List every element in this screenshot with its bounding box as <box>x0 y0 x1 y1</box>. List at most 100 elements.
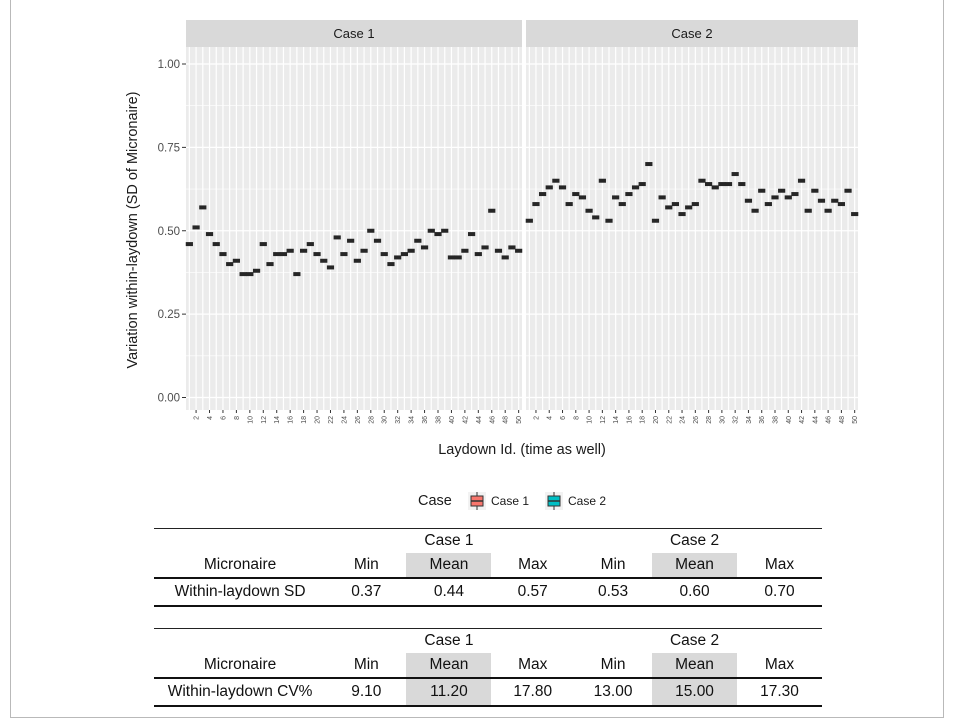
x-tick-label: 18 <box>640 416 647 424</box>
column-header: Min <box>574 553 653 579</box>
x-tick-label: 42 <box>462 416 469 424</box>
x-tick-label: 24 <box>341 416 348 424</box>
row-label: Within-laydown SD <box>154 578 327 607</box>
legend-label-case-1: Case 1 <box>491 494 529 508</box>
table-cell: 0.53 <box>574 578 653 607</box>
column-header: Max <box>491 553 575 579</box>
panel-layer <box>186 47 858 410</box>
data-point-case-2 <box>665 205 673 210</box>
data-point-case-1 <box>232 258 240 263</box>
x-tick-label: 36 <box>422 416 429 424</box>
x-tick-label: 46 <box>826 416 833 424</box>
data-point-case-2 <box>645 162 653 167</box>
x-tick-label: 32 <box>733 416 740 424</box>
column-header: Mean <box>406 553 492 579</box>
data-point-case-2 <box>558 185 567 190</box>
data-point-case-2 <box>578 195 587 200</box>
data-point-case-2 <box>572 192 580 197</box>
data-point-case-2 <box>824 208 832 213</box>
x-tick-label: 34 <box>409 416 416 424</box>
x-tick-label: 26 <box>355 416 362 424</box>
data-point-case-1 <box>447 255 456 260</box>
column-header: Mean <box>652 653 737 679</box>
data-point-case-1 <box>273 252 281 257</box>
data-point-case-1 <box>367 228 375 233</box>
x-tick-label: 12 <box>600 416 607 424</box>
x-tick-label: 10 <box>247 416 254 424</box>
data-point-case-2 <box>525 218 533 223</box>
data-point-case-1 <box>279 252 288 257</box>
data-point-case-1 <box>400 252 408 257</box>
x-tick-label: 4 <box>207 416 214 420</box>
table-cell: 0.60 <box>652 578 737 607</box>
data-point-case-2 <box>565 202 573 207</box>
data-point-case-1 <box>441 228 449 233</box>
x-tick-label: 22 <box>328 416 335 424</box>
data-point-case-1 <box>333 235 341 240</box>
data-point-case-1 <box>474 252 482 257</box>
data-point-case-2 <box>784 195 792 200</box>
table-cell: 13.00 <box>574 678 653 707</box>
legend: Case Case 1 Case 2 <box>418 492 606 510</box>
data-point-case-1 <box>373 238 382 243</box>
legend-label-case-2: Case 2 <box>568 494 606 508</box>
y-tick-label: 0.50 <box>158 226 180 238</box>
x-tick-label: 42 <box>799 416 806 424</box>
row-label: Within-laydown CV% <box>154 678 327 707</box>
x-tick-label: 2 <box>194 416 201 420</box>
data-point-case-2 <box>605 218 613 223</box>
x-tick-label: 40 <box>786 416 793 424</box>
data-point-case-1 <box>300 248 308 253</box>
x-tick-label: 44 <box>476 416 483 424</box>
column-header: Max <box>737 653 822 679</box>
data-point-case-2 <box>678 212 686 217</box>
data-point-case-2 <box>532 202 540 207</box>
data-point-case-1 <box>239 272 247 277</box>
data-point-case-2 <box>797 178 806 183</box>
data-point-case-1 <box>246 272 254 277</box>
data-point-case-2 <box>764 202 772 207</box>
x-tick-label: 26 <box>693 416 700 424</box>
data-point-case-2 <box>625 192 633 197</box>
stats-table-sd: Case 1 Case 2 Micronaire Min Mean Max Mi… <box>154 528 822 607</box>
x-tick-label: 28 <box>706 416 713 424</box>
x-axis: 2 4 6 8 10 12 14 16 18 20 22 24 26 28 30 32 34 36 38 40 42 44… <box>194 410 859 424</box>
data-point-case-1 <box>199 205 207 210</box>
data-point-case-1 <box>414 238 422 243</box>
strip-layer: Case 1 Case 2 <box>186 20 858 47</box>
y-tick-label: 1.00 <box>158 59 180 71</box>
data-point-case-2 <box>771 195 779 200</box>
table-cell: 0.37 <box>326 578 407 607</box>
data-point-case-1 <box>293 272 301 277</box>
legend-key-case-2 <box>545 492 563 510</box>
table-cell: 0.44 <box>406 578 492 607</box>
data-point-case-2 <box>817 198 826 203</box>
data-point-case-1 <box>434 232 442 237</box>
data-point-case-1 <box>427 228 435 233</box>
x-tick-label: 40 <box>449 416 456 424</box>
data-point-case-1 <box>192 225 200 230</box>
data-point-case-1 <box>360 248 368 253</box>
data-point-case-2 <box>705 182 713 187</box>
strip-case-1 <box>186 20 522 47</box>
figure-frame <box>10 0 944 718</box>
x-tick-label: 24 <box>680 416 687 424</box>
data-point-case-2 <box>671 202 679 207</box>
y-tick-label: 0.00 <box>158 393 180 405</box>
data-point-case-2 <box>638 182 646 187</box>
data-point-case-2 <box>552 178 560 183</box>
data-point-case-1 <box>252 268 261 273</box>
x-tick-label: 48 <box>503 416 510 424</box>
x-tick-label: 50 <box>516 416 523 424</box>
data-point-case-1 <box>212 242 220 247</box>
data-point-case-2 <box>631 185 640 190</box>
data-point-case-1 <box>508 245 516 250</box>
data-point-case-2 <box>778 188 786 193</box>
data-point-case-1 <box>259 242 267 247</box>
column-header: Max <box>737 553 822 579</box>
table-cell: 9.10 <box>326 678 407 707</box>
x-tick-label: 12 <box>261 416 268 424</box>
data-point-case-1 <box>226 262 234 267</box>
data-point-case-1 <box>185 242 193 247</box>
x-tick-label: 36 <box>759 416 766 424</box>
